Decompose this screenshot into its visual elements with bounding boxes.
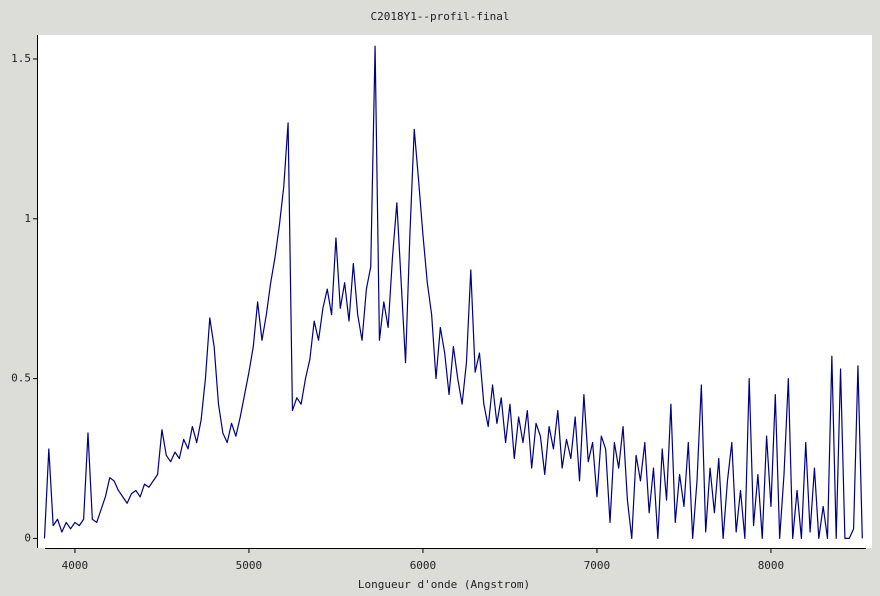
x-tick-label: 4000 xyxy=(62,559,89,572)
x-axis-label: Longueur d'onde (Angstrom) xyxy=(358,578,530,591)
x-tick-label: 6000 xyxy=(410,559,437,572)
x-tick-label: 5000 xyxy=(236,559,263,572)
y-tick-label: 0.5 xyxy=(11,372,31,385)
y-tick-label: 1.5 xyxy=(11,52,31,65)
chart-title: C2018Y1--profil-final xyxy=(370,10,509,23)
x-tick-label: 8000 xyxy=(758,559,785,572)
spectrum-line xyxy=(43,45,863,540)
y-tick-label: 1 xyxy=(24,212,31,225)
x-tick-label: 7000 xyxy=(584,559,611,572)
y-tick-label: 0 xyxy=(24,531,31,544)
